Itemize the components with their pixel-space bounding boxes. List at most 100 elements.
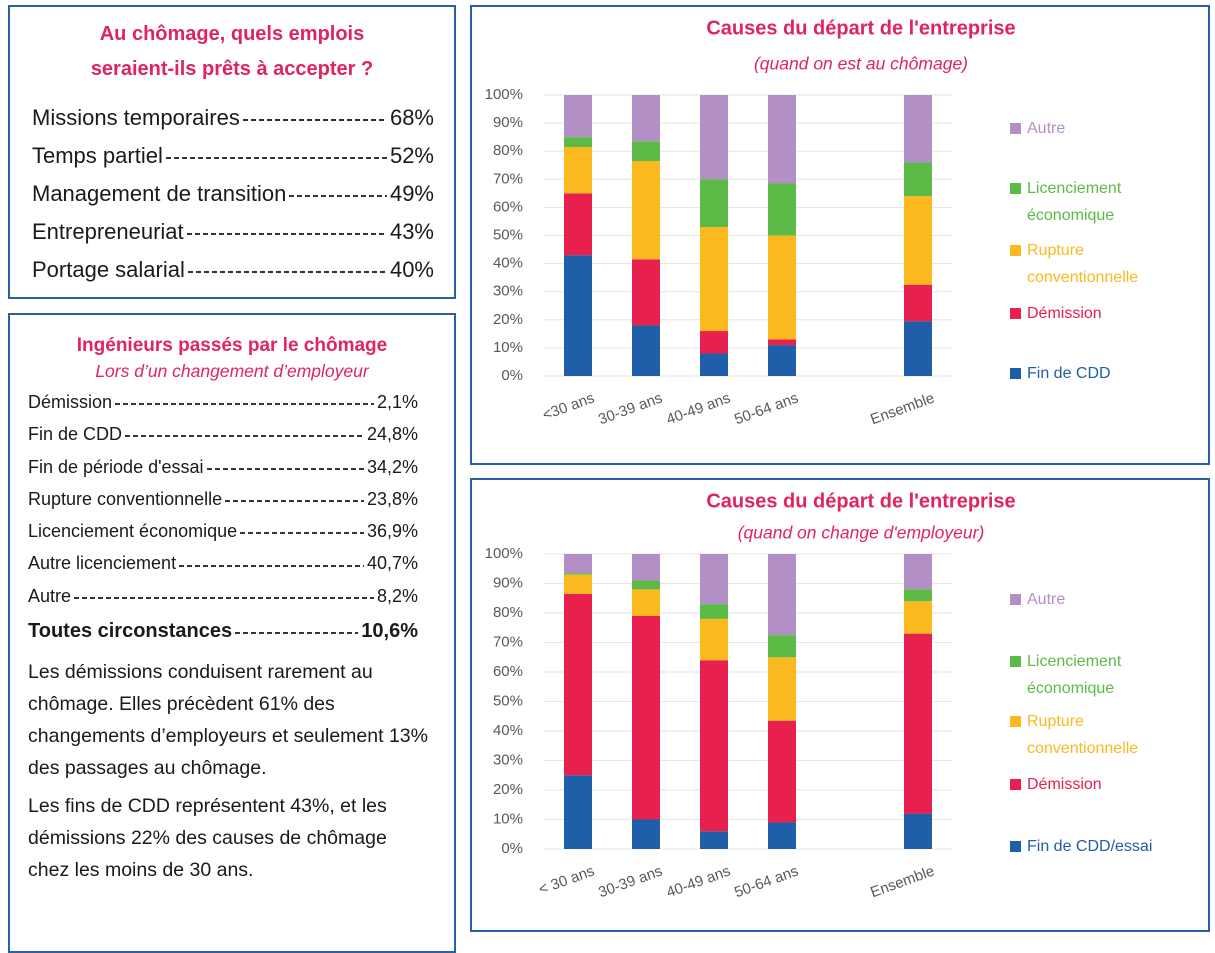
item-label: Management de transition xyxy=(32,181,287,206)
x-tick-label: 50-64 ans xyxy=(732,390,801,429)
leader xyxy=(115,403,374,406)
item-label: Fin de période d'essai xyxy=(28,456,204,477)
legend-swatch xyxy=(1010,368,1021,379)
y-tick-label: 40% xyxy=(493,255,523,272)
item-value: 34,2% xyxy=(366,456,418,477)
legend-label: Rupture conventionnelle xyxy=(1027,713,1139,757)
bar-segment xyxy=(700,331,728,354)
bar-segment xyxy=(632,580,660,590)
bar-segment xyxy=(904,95,932,163)
legend-entry: Fin de CDD/essai xyxy=(1010,833,1200,860)
item-row: Portage salarial 40% xyxy=(32,251,434,289)
leader xyxy=(179,564,364,567)
chart-title: Causes du départ de l'entreprise xyxy=(706,490,1015,512)
bar-segment xyxy=(768,235,796,340)
y-tick-label: 100% xyxy=(485,86,523,103)
y-tick-label: 60% xyxy=(493,198,523,215)
legend-entry: Autre xyxy=(1010,115,1200,142)
legend-label: Démission xyxy=(1027,305,1102,322)
bar-segment xyxy=(700,604,728,619)
x-tick-label: 30-39 ans xyxy=(596,863,665,902)
bar-segment xyxy=(904,196,932,285)
item-value: 52% xyxy=(389,143,434,168)
bar-segment xyxy=(904,813,932,849)
chart: Causes du départ de l'entreprise (quand o… xyxy=(485,490,1016,902)
item-row: Management de transition 49% xyxy=(32,175,434,213)
panel-title: Au chômage, quels emplois seraient-ils p… xyxy=(90,23,374,80)
bar-segment xyxy=(768,183,796,236)
bar-segment xyxy=(632,819,660,849)
leader xyxy=(206,467,364,470)
y-tick-label: 60% xyxy=(493,663,523,680)
legend-swatch xyxy=(1010,123,1021,134)
leader xyxy=(242,119,387,121)
y-tick-label: 50% xyxy=(493,692,523,709)
legend-label: Démission xyxy=(1027,776,1102,793)
bar-segment xyxy=(564,574,592,594)
y-tick-label: 10% xyxy=(493,810,523,827)
bar-segment xyxy=(564,775,592,849)
bar-segment xyxy=(700,227,728,332)
legend-swatch xyxy=(1010,841,1021,852)
leader xyxy=(225,500,364,503)
y-tick-label: 70% xyxy=(493,170,523,187)
legend-entry: Rupture conventionnelle xyxy=(1010,237,1200,291)
legend-entry: Licenciement économique xyxy=(1010,175,1200,229)
y-tick-label: 30% xyxy=(493,283,523,300)
y-tick-label: 90% xyxy=(493,574,523,591)
item-value: 10,6% xyxy=(361,620,418,643)
bar-segment xyxy=(564,137,592,147)
paragraphs: Les démissions conduisent rarement au ch… xyxy=(10,650,454,886)
bar-segment xyxy=(904,284,932,322)
x-tick-label: Ensemble xyxy=(868,863,936,902)
bar-segment xyxy=(768,345,796,376)
item-label: Portage salarial xyxy=(32,257,185,282)
y-tick-label: 40% xyxy=(493,722,523,739)
unemployment-panel: Ingénieurs passés par le chômage Lors d’… xyxy=(8,313,456,953)
leader xyxy=(289,195,387,197)
bar-segment xyxy=(768,95,796,184)
item-list: Démission 2,1% Fin de CDD 24,8% Fin de pério… xyxy=(10,382,454,612)
y-tick-label: 10% xyxy=(493,339,523,356)
chart-title: Causes du départ de l'entreprise xyxy=(706,17,1015,39)
bar-segment xyxy=(700,831,728,849)
item-row: Autre 8,2% xyxy=(28,580,418,612)
x-tick-label: 50-64 ans xyxy=(732,863,801,902)
x-tick-label: 40-49 ans xyxy=(664,863,733,902)
bar-segment xyxy=(632,141,660,162)
item-value: 43% xyxy=(389,219,434,244)
item-label: Missions temporaires xyxy=(32,105,240,130)
legend-swatch xyxy=(1010,183,1021,194)
legend-entry: Démission xyxy=(1010,300,1200,327)
legend-swatch xyxy=(1010,594,1021,605)
item-row: Fin de CDD 24,8% xyxy=(28,418,418,450)
chart-box: Causes du départ de l'entreprise (quand o… xyxy=(470,478,1210,932)
bar-segment xyxy=(768,339,796,346)
legend-entry: Licenciement économique xyxy=(1010,648,1200,702)
legend-entry: Autre xyxy=(1010,586,1200,613)
bar-segment xyxy=(632,161,660,260)
y-tick-label: 100% xyxy=(485,545,523,562)
x-tick-label: Ensemble xyxy=(868,390,936,429)
item-value: 2,1% xyxy=(376,392,418,412)
bar-segment xyxy=(564,593,592,776)
bar-segment xyxy=(632,95,660,142)
legend-label: Autre xyxy=(1027,120,1066,137)
item-label: Fin de CDD xyxy=(28,424,123,445)
legend-entry: Fin de CDD xyxy=(1010,360,1200,387)
item-label: Toutes circonstances xyxy=(28,620,233,643)
legend-swatch xyxy=(1010,716,1021,727)
legend-label: Fin de CDD/essai xyxy=(1027,838,1153,855)
y-tick-label: 0% xyxy=(501,367,523,384)
legend-swatch xyxy=(1010,656,1021,667)
y-tick-label: 0% xyxy=(501,840,523,857)
bar-segment xyxy=(904,589,932,602)
bar-segment xyxy=(700,179,728,228)
item-label: Licenciement économique xyxy=(28,521,238,542)
item-row: Entrepreneuriat 43% xyxy=(32,213,434,251)
legend-label: Fin de CDD xyxy=(1027,365,1111,382)
item-row: Fin de période d'essai 34,2% xyxy=(28,451,418,483)
bar-segment xyxy=(700,618,728,661)
y-tick-label: 50% xyxy=(493,226,523,243)
leader xyxy=(235,632,359,635)
